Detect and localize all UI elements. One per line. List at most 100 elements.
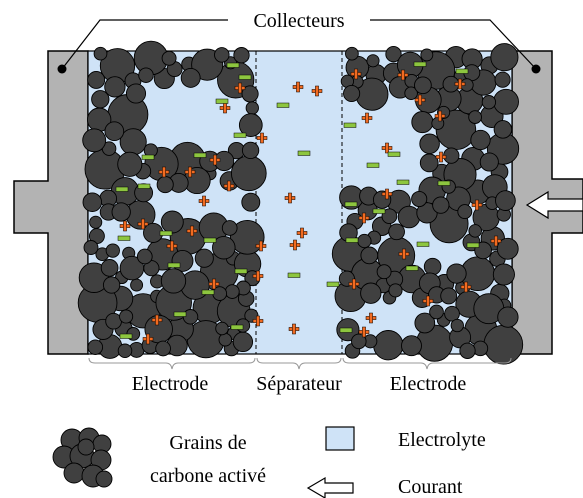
positive-ion-plus-icon [296,227,308,239]
carbon-grain [100,259,119,277]
carbon-grain [182,309,199,325]
carbon-grain [241,192,261,212]
plus-bar-vertical [352,278,356,290]
plus-bar-vertical [426,295,430,307]
carbon-grain [459,342,476,359]
negative-ion-minus-icon [344,201,358,207]
grains-left-electrode [77,40,267,359]
carbon-grain [194,248,214,268]
carbon-grain [420,48,434,62]
negative-ion-minus-icon [326,281,340,287]
plus-bar-vertical [223,102,227,114]
carbon-grain [93,46,108,61]
positive-ion-plus-icon [365,312,377,324]
positive-ion-plus-icon [166,240,178,252]
carbon-grain [155,340,171,357]
carbon-grain [444,305,460,322]
carbon-grain [160,210,184,234]
electrode-right-label: Electrode [390,373,467,395]
carbon-grain [117,151,143,177]
plus-bar-vertical [401,69,405,81]
negative-ion-minus-icon [405,265,419,271]
legend-grain [77,438,95,456]
carbon-grain [230,155,267,192]
carbon-grain [429,304,444,320]
positive-ion-plus-icon [209,154,221,166]
carbon-grain [138,67,154,83]
carbon-grain [496,237,519,260]
negative-ion-minus-icon [396,179,410,185]
carbon-grain [105,243,120,258]
legend-current-label: Courant [398,476,463,498]
carbon-grain [238,113,263,137]
positive-ion-plus-icon [434,110,446,122]
carbon-grain [481,95,497,110]
carbon-grain [472,340,489,357]
plus-bar-vertical [464,281,468,293]
plus-bar-vertical [296,81,300,93]
carbon-grain [373,330,404,361]
positive-ion-plus-icon [471,199,483,211]
positive-ion-plus-icon [435,151,447,163]
positive-ion-plus-icon [256,132,268,144]
legend-grains-icon [52,427,113,488]
negative-ion-minus-icon [413,61,427,67]
carbon-grain [432,196,450,214]
carbon-grain [431,116,445,130]
carbon-grain [492,263,515,286]
positive-ion-plus-icon [255,240,267,252]
carbon-grain [493,88,519,115]
positive-ion-plus-icon [252,315,264,327]
carbon-grain [82,128,107,153]
negative-ion-minus-icon [141,154,155,160]
negative-ion-minus-icon [234,268,248,274]
legend-grain [95,470,113,488]
carbon-grain [83,240,99,255]
negative-ion-minus-icon [372,208,386,214]
positive-ion-plus-icon [460,281,472,293]
carbon-grain [229,219,265,255]
left-collector [13,50,89,355]
carbon-grain [245,101,259,115]
carbon-grain [221,220,238,236]
negative-ion-minus-icon [238,74,252,80]
carbon-grain [343,84,361,103]
carbon-grain [111,202,131,222]
positive-ion-plus-icon [398,248,410,260]
carbon-grain [171,249,194,272]
plus-bar-vertical [439,151,443,163]
carbon-grain [479,152,499,172]
plus-bar-vertical [190,225,194,237]
carbon-grain [214,47,230,63]
positive-ion-plus-icon [381,142,393,154]
plus-bar-vertical [162,166,166,178]
positive-ion-plus-icon [348,278,360,290]
carbon-grain [357,233,372,249]
positive-ion-plus-icon [186,225,198,237]
positive-ion-plus-icon [414,94,426,106]
carbon-grain [419,133,440,155]
plus-bar-vertical [494,235,498,247]
positive-ion-plus-icon [350,68,362,80]
positive-ion-plus-icon [137,218,149,230]
carbon-grain [91,90,110,109]
plus-bar-vertical [292,323,296,335]
negative-ion-minus-icon [137,183,151,189]
carbon-grain [397,205,421,229]
carbon-grain [495,190,516,211]
negative-ion-minus-icon [201,289,215,295]
positive-ion-plus-icon [234,82,246,94]
plus-bar-vertical [212,278,216,290]
negative-ion-minus-icon [119,333,133,339]
plus-bar-vertical [315,85,319,97]
plus-bar-vertical [146,333,150,345]
electrode-left-label: Electrode [132,373,209,395]
negative-ion-minus-icon [287,272,301,278]
carbon-grain [233,47,250,64]
carbon-grain [360,246,379,265]
negative-ion-minus-icon [167,262,181,268]
plus-bar-vertical [475,199,479,211]
carbon-grain [244,308,259,323]
positive-ion-plus-icon [288,323,300,335]
